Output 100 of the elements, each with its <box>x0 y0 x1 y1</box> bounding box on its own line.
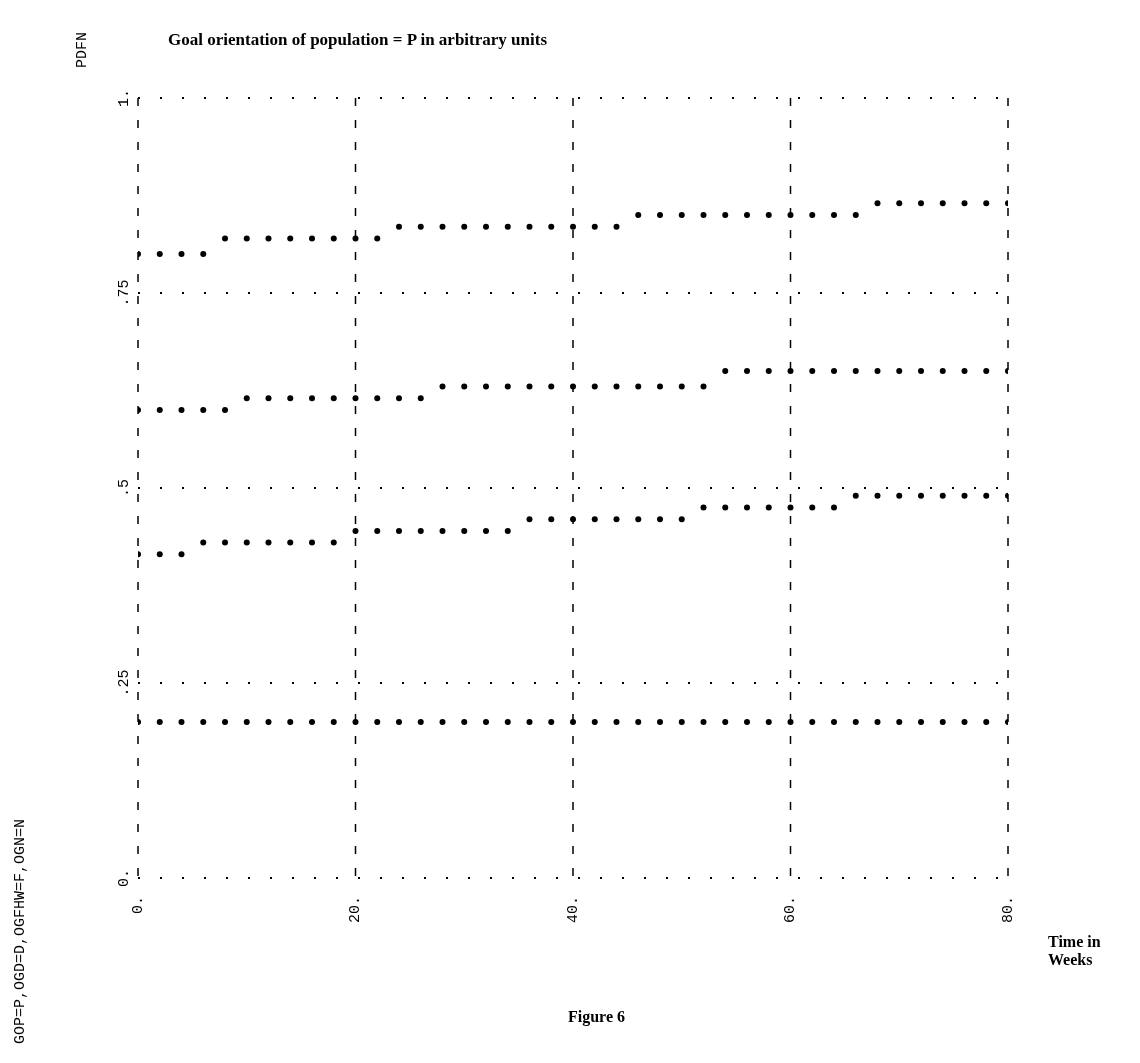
point <box>896 368 903 374</box>
point <box>265 719 272 725</box>
point <box>330 539 337 546</box>
point <box>744 368 750 374</box>
point <box>961 368 968 374</box>
point <box>352 235 359 242</box>
point <box>700 504 707 511</box>
y-tick-label: 1. <box>115 88 133 108</box>
point <box>961 200 968 207</box>
point <box>983 368 990 374</box>
point <box>831 504 837 511</box>
point <box>657 212 663 218</box>
point <box>961 492 968 499</box>
point <box>874 492 881 499</box>
point <box>635 383 642 390</box>
point <box>809 368 816 374</box>
point <box>461 527 468 534</box>
y-tick-label: 0. <box>115 868 133 888</box>
point <box>591 223 598 230</box>
point <box>613 383 620 390</box>
point <box>417 719 424 725</box>
point <box>200 719 207 725</box>
point <box>417 527 424 534</box>
point <box>504 383 511 390</box>
point <box>374 527 381 534</box>
point <box>896 200 903 207</box>
point <box>396 223 402 230</box>
point <box>678 212 685 218</box>
point <box>396 719 402 725</box>
point <box>222 235 228 242</box>
point <box>483 719 489 725</box>
point <box>678 516 685 523</box>
point <box>918 719 924 725</box>
point <box>287 539 294 546</box>
point <box>526 223 533 230</box>
point <box>156 551 163 558</box>
point <box>309 539 315 546</box>
point <box>352 527 359 534</box>
y-tick-label: .25 <box>115 669 133 697</box>
point <box>439 223 446 230</box>
point <box>309 719 315 725</box>
point <box>156 719 163 725</box>
point <box>874 200 881 207</box>
point <box>722 719 729 725</box>
point <box>156 407 163 413</box>
point <box>852 368 859 374</box>
y-axis-title: PDFN <box>74 31 91 68</box>
point <box>852 492 859 499</box>
point <box>722 212 729 218</box>
point <box>396 527 402 534</box>
point <box>657 719 663 725</box>
point <box>744 504 750 511</box>
point <box>222 407 228 413</box>
point <box>222 539 228 546</box>
point <box>591 383 598 390</box>
point <box>265 539 272 546</box>
point <box>939 492 946 499</box>
point <box>548 719 555 725</box>
point <box>287 719 294 725</box>
point <box>700 383 707 390</box>
point <box>243 235 250 242</box>
point <box>483 223 489 230</box>
point <box>831 212 837 218</box>
point <box>352 395 359 402</box>
point <box>417 395 424 402</box>
x-tick-label: 80. <box>999 896 1017 924</box>
point <box>765 504 772 511</box>
point <box>678 383 685 390</box>
point <box>461 383 468 390</box>
point <box>483 527 489 534</box>
point <box>178 407 185 413</box>
point <box>765 212 772 218</box>
point <box>200 407 207 413</box>
point <box>896 492 903 499</box>
point <box>918 368 924 374</box>
point <box>504 719 511 725</box>
point <box>678 719 685 725</box>
point <box>461 719 468 725</box>
point <box>200 539 207 546</box>
point <box>504 223 511 230</box>
y-tick-label: .75 <box>115 279 133 307</box>
point <box>591 516 598 523</box>
point <box>809 212 816 218</box>
chart-title: Goal orientation of population = P in arbitrary units <box>168 30 547 50</box>
point <box>570 516 576 523</box>
point <box>439 527 446 534</box>
point <box>918 492 924 499</box>
point <box>896 719 903 725</box>
point <box>657 383 663 390</box>
point <box>548 383 555 390</box>
point <box>330 395 337 402</box>
point <box>352 719 359 725</box>
point <box>961 719 968 725</box>
x-tick-label: 0. <box>129 896 147 915</box>
point <box>787 212 794 218</box>
y-tick-label: .5 <box>115 478 133 498</box>
caption: Figure 6 <box>568 1008 626 1026</box>
point <box>635 516 642 523</box>
point <box>548 223 555 230</box>
point <box>722 368 729 374</box>
